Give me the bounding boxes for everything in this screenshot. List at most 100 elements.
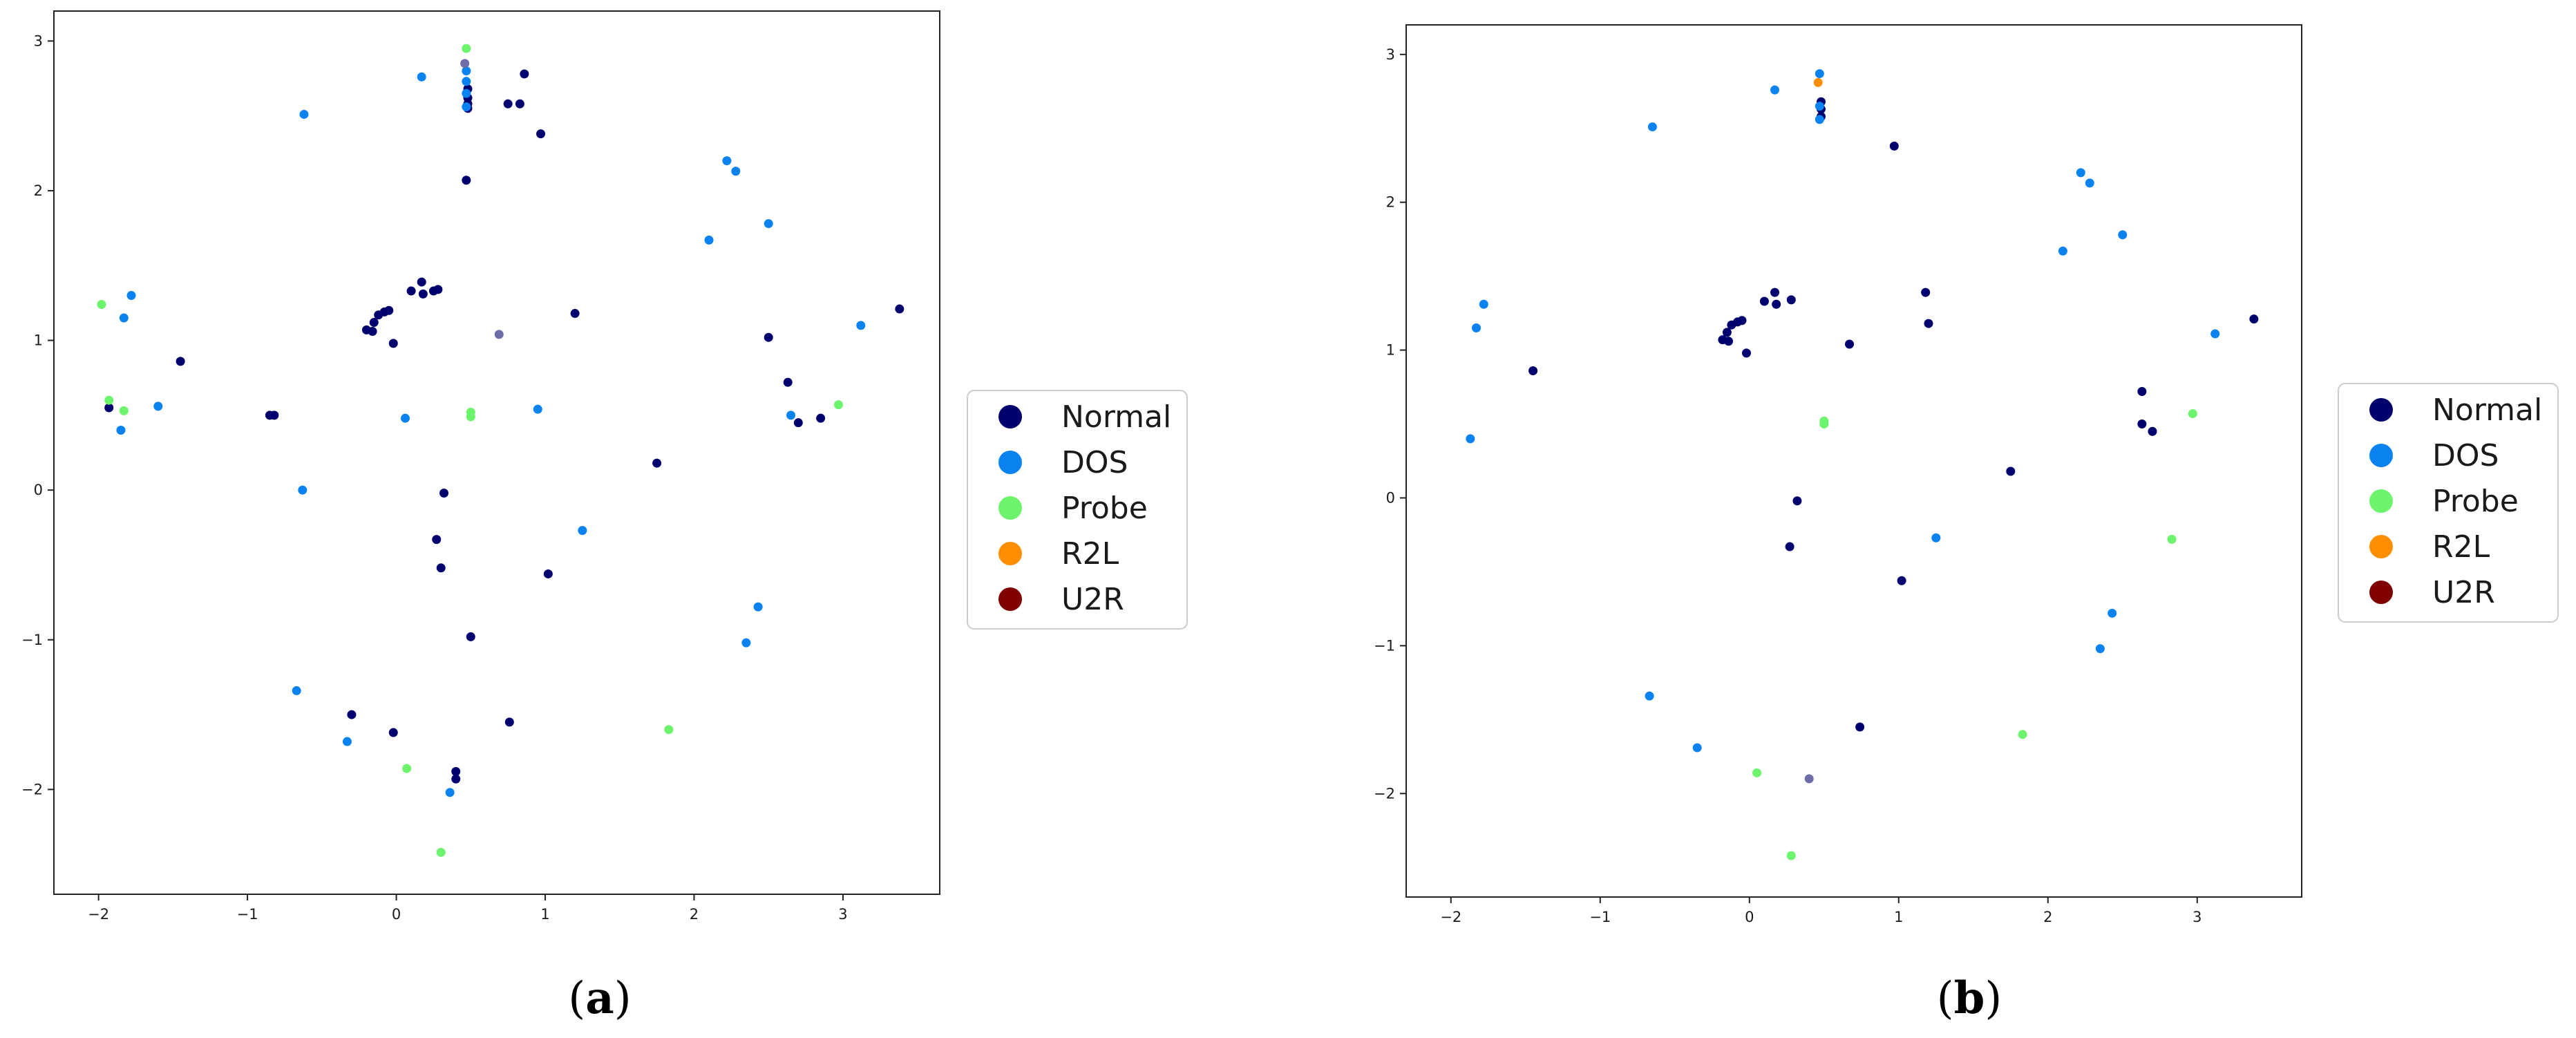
point-dos [2058, 246, 2067, 256]
y-tick-label: 1 [34, 332, 43, 349]
legend-marker-normal [2369, 398, 2393, 422]
x-tick-label: −1 [237, 906, 258, 923]
point-dos [292, 686, 301, 695]
point-probe [466, 412, 475, 422]
point-probe [1786, 851, 1796, 860]
legend-marker-u2r [2369, 581, 2393, 604]
point-normal [2137, 419, 2147, 429]
point-normal [536, 129, 546, 139]
point-dos [462, 88, 471, 98]
point-normal [369, 318, 379, 328]
point-dos [342, 737, 352, 746]
point-dos [1479, 299, 1488, 309]
point-normal [466, 632, 475, 641]
point-dos [153, 402, 163, 411]
point-normal [515, 99, 524, 108]
x-tick-label: −2 [1440, 909, 1461, 925]
legend-frame [2338, 383, 2559, 623]
legend-b: Normal DOS Probe R2L U2R [2338, 383, 2559, 623]
point-dos [764, 219, 773, 229]
legend-a: Normal DOS Probe R2L U2R [967, 390, 1188, 630]
caption-b: (b) [1937, 972, 2002, 1024]
point-dos [299, 109, 309, 119]
point-normal [462, 176, 471, 185]
point-normal [2006, 466, 2016, 476]
point-dos [1815, 102, 1824, 111]
point-probe [436, 847, 446, 857]
point-normal [543, 569, 553, 578]
y-tick-label: −1 [1374, 637, 1395, 654]
point-dos [1931, 533, 1941, 542]
point-dos [722, 156, 732, 166]
point-normal [388, 339, 398, 348]
point-mixed [1804, 774, 1814, 784]
point-normal [1722, 328, 1732, 337]
point-normal [1921, 287, 1931, 297]
point-dos [856, 321, 866, 330]
point-normal [269, 411, 279, 420]
x-tick-label: 0 [1745, 909, 1754, 925]
point-normal [418, 289, 428, 299]
point-probe [2167, 534, 2177, 544]
point-dos [1645, 691, 1654, 701]
point-probe [402, 764, 412, 773]
point-normal [764, 332, 773, 342]
point-mixed [460, 59, 470, 68]
point-normal [520, 69, 529, 79]
point-normal [895, 304, 905, 314]
point-normal [1786, 295, 1796, 305]
y-tick-label: 0 [1386, 489, 1395, 506]
point-normal [451, 774, 461, 784]
point-probe [1819, 419, 1829, 429]
point-dos [462, 77, 471, 86]
point-dos [1472, 323, 1481, 332]
point-normal [1855, 722, 1865, 732]
point-normal [2148, 426, 2157, 436]
point-normal [1785, 542, 1794, 551]
point-normal [368, 327, 377, 337]
x-tick-label: −1 [1589, 909, 1611, 925]
point-mixed [494, 330, 504, 339]
point-dos [462, 102, 471, 112]
point-probe [1752, 768, 1762, 777]
legend-label-probe: Probe [1061, 491, 1148, 526]
point-dos [1466, 434, 1475, 444]
legend-marker-probe [998, 496, 1022, 520]
point-normal [503, 99, 513, 108]
point-normal [451, 766, 461, 776]
point-probe [833, 400, 843, 410]
panel-b: −2 −1 0 1 2 3 −2 −1 0 1 2 3 [1374, 24, 2302, 925]
legend-label-dos: DOS [2432, 438, 2499, 473]
point-normal [1759, 296, 1769, 306]
point-normal [347, 710, 357, 719]
point-normal [1770, 287, 1780, 297]
legend-label-u2r: U2R [2432, 575, 2495, 610]
point-normal [1924, 319, 1933, 328]
point-normal [1845, 339, 1855, 349]
point-normal [652, 458, 662, 468]
x-tick-label: 2 [2043, 909, 2052, 925]
point-normal [388, 728, 398, 737]
legend-label-probe: Probe [2432, 484, 2519, 519]
x-tick-label: 2 [690, 906, 699, 923]
point-dos [400, 413, 410, 423]
point-normal [1792, 496, 1802, 506]
point-dos [2210, 329, 2220, 339]
point-dos [1692, 743, 1702, 753]
point-normal [433, 285, 443, 294]
x-tick-label: 1 [1894, 909, 1903, 925]
point-dos [462, 66, 471, 76]
point-dos [2076, 168, 2085, 178]
legend-marker-r2l [2369, 535, 2393, 558]
point-dos [298, 485, 307, 495]
y-tick-label: 3 [34, 32, 43, 49]
point-dos [116, 426, 126, 435]
y-tick-label: −2 [1374, 785, 1395, 802]
legend-marker-r2l [998, 542, 1022, 565]
legend-marker-u2r [998, 587, 1022, 611]
point-normal [816, 413, 826, 423]
point-dos [1770, 85, 1780, 95]
y-tick-label: −2 [21, 781, 43, 798]
legend-label-normal: Normal [1061, 399, 1171, 435]
